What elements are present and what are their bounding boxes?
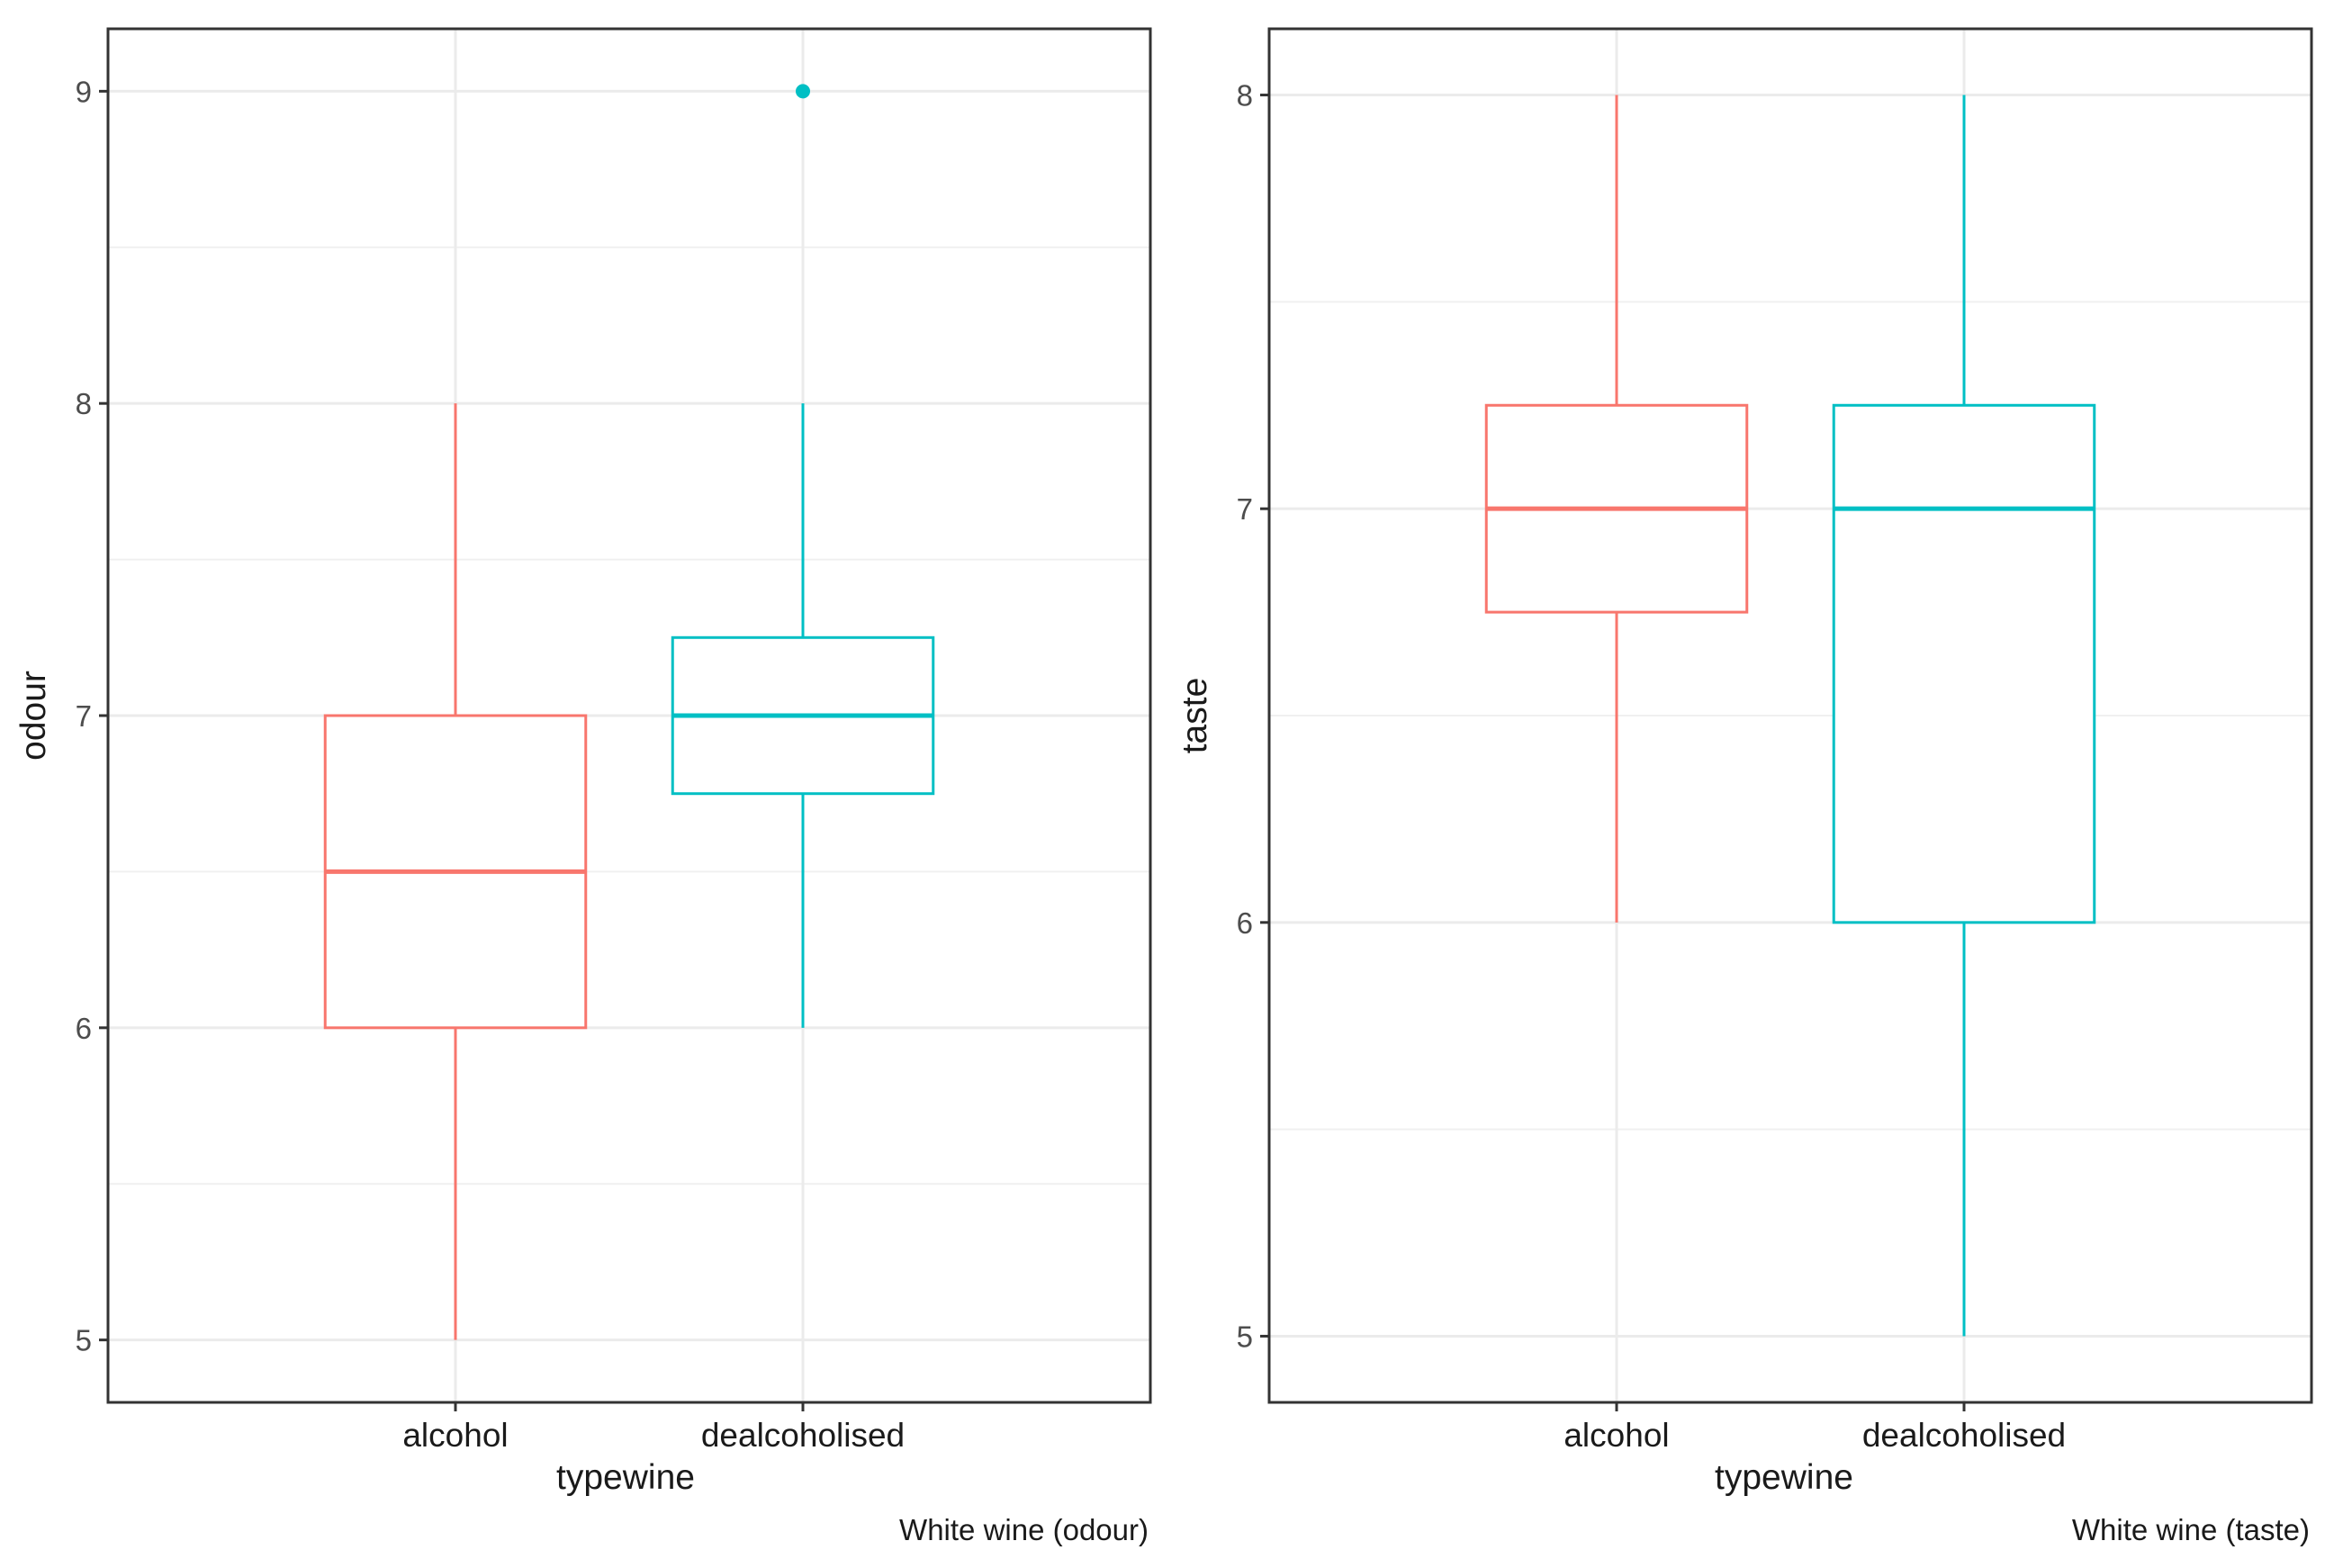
box-dealcoholised (1832, 95, 2096, 1337)
y-tick-label: 5 (1237, 1320, 1253, 1353)
y-tick-label: 5 (76, 1324, 92, 1357)
x-category-label: dealcoholised (1862, 1417, 2066, 1454)
box-alcohol (1484, 95, 1749, 923)
y-tick-label: 6 (76, 1012, 92, 1045)
y-tick-label: 8 (1237, 79, 1253, 113)
y-tick-label: 8 (76, 387, 92, 420)
plot-caption: White wine (taste) (2072, 1513, 2310, 1546)
plot-caption: White wine (odour) (899, 1513, 1149, 1546)
y-axis-title: odour (14, 671, 53, 761)
iqr-box (1832, 403, 2096, 924)
outlier-point (796, 84, 810, 99)
x-axis-title: typewine (1715, 1458, 1853, 1497)
panel-border (1267, 27, 2313, 1404)
y-axis-title: taste (1176, 678, 1214, 754)
y-tick-label: 7 (76, 699, 92, 733)
y-tick-label: 7 (1237, 492, 1253, 526)
box-alcohol (323, 403, 588, 1340)
y-tick-label: 6 (1237, 906, 1253, 940)
y-tick-label: 9 (76, 75, 92, 108)
box-dealcoholised (671, 84, 935, 1028)
x-category-label: alcohol (1564, 1417, 1669, 1454)
x-axis-title: typewine (556, 1458, 695, 1497)
x-category-label: alcohol (402, 1417, 508, 1454)
x-category-label: dealcoholised (701, 1417, 905, 1454)
